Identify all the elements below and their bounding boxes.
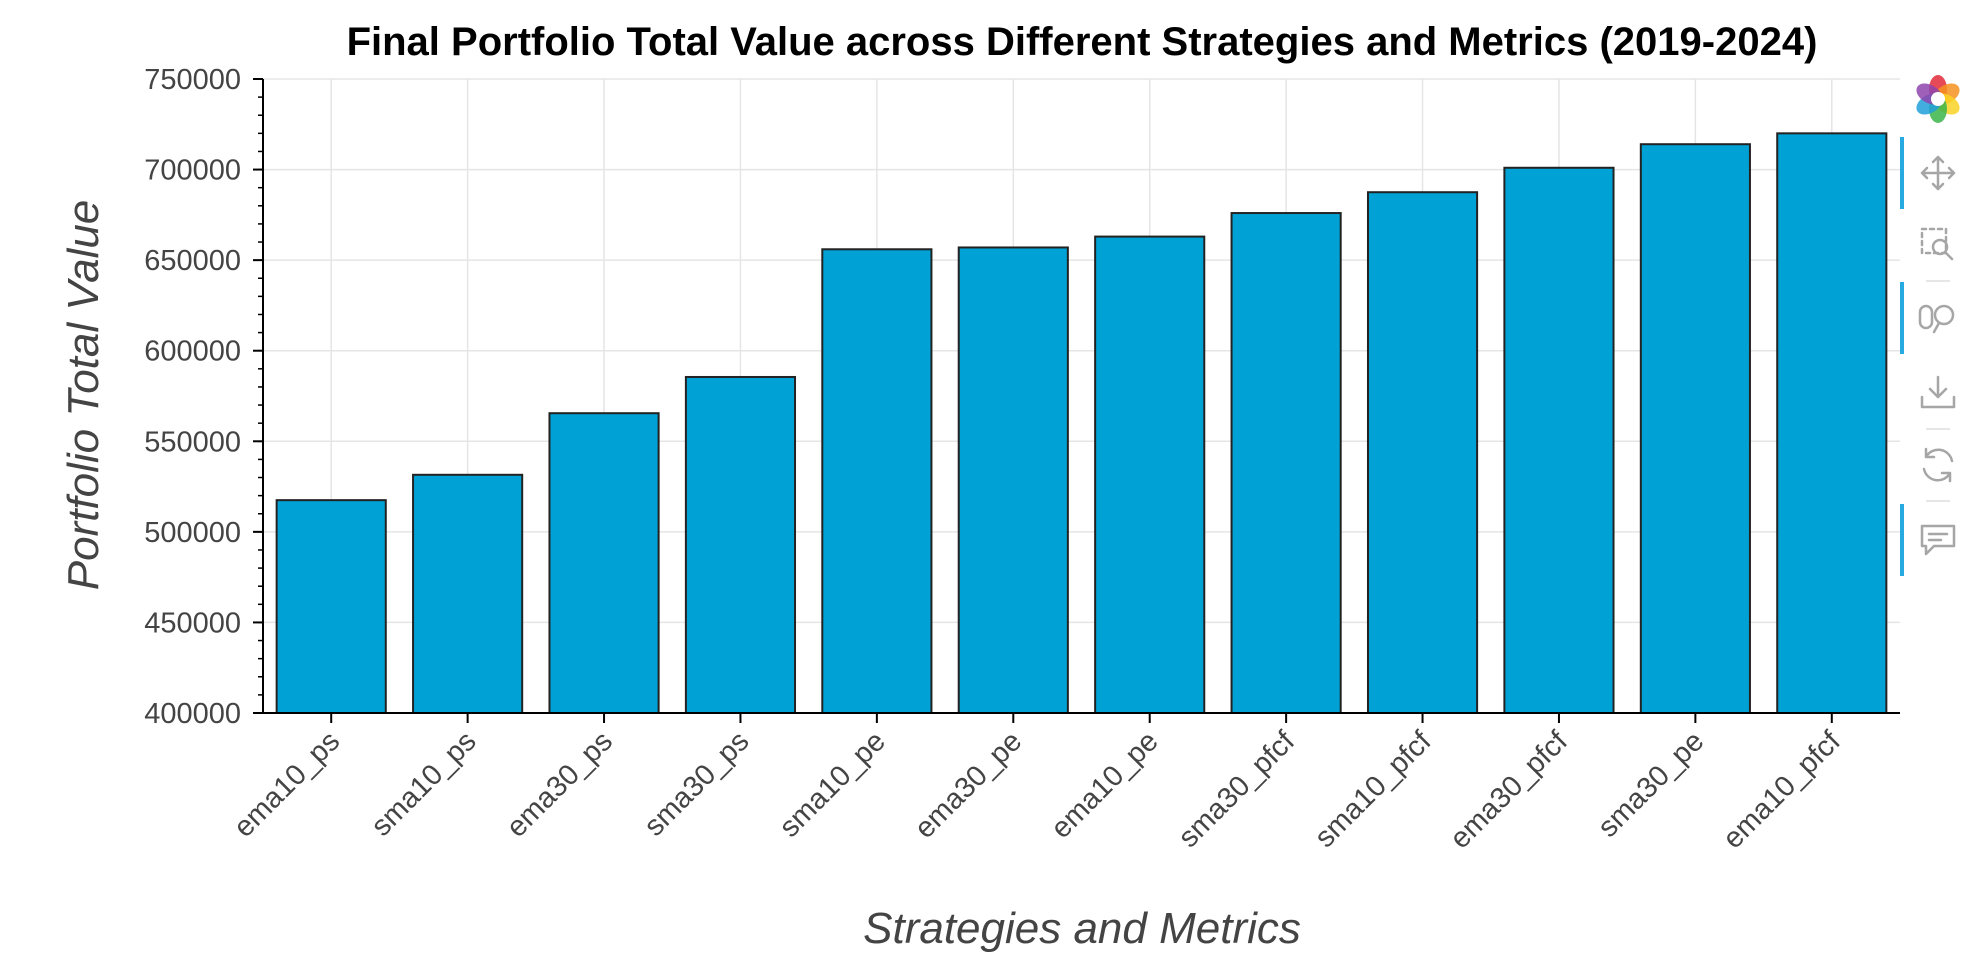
pan-icon <box>1920 155 1956 191</box>
pan-button[interactable] <box>1900 137 1956 209</box>
bar-sma30_pe <box>1639 143 1751 714</box>
lens-handle <box>1943 250 1954 261</box>
y-axis-label: Portfolio Total Value <box>59 200 108 591</box>
wheel-zoom-button[interactable] <box>1900 282 1955 354</box>
reset-arrows <box>1922 447 1954 483</box>
save-button[interactable] <box>1920 375 1956 409</box>
active-indicator <box>1900 137 1904 209</box>
bar-ema30_pe <box>957 246 1069 714</box>
bar-ema30_pfcf <box>1503 166 1615 714</box>
reset-button[interactable] <box>1922 447 1954 483</box>
y-axis-ticks: 400000 450000 500000 550000 600000 650000 7000… <box>144 64 263 730</box>
y-tick-label: 600000 <box>144 336 241 368</box>
x-tick-label: ema30_ps <box>501 725 619 843</box>
x-tick-label: ema10_ps <box>228 725 346 843</box>
active-indicator <box>1900 282 1904 354</box>
box-zoom-button[interactable] <box>1920 227 1954 261</box>
bar-ema30_ps <box>548 412 660 714</box>
x-tick-label: sma30_pe <box>1592 725 1710 843</box>
logo-center <box>1931 92 1945 106</box>
bars <box>275 132 1888 715</box>
x-axis-ticks: ema10_ps sma10_ps ema30_ps sma30_ps sma10_pe… <box>228 713 1847 855</box>
x-tick-label: sma10_pe <box>773 725 891 843</box>
bar-sma10_pfcf <box>1366 191 1479 714</box>
x-tick-label: sma10_pfcf <box>1309 725 1438 854</box>
speech-bubble <box>1920 524 1956 556</box>
x-tick-label: sma30_ps <box>638 725 755 842</box>
chart-title: Final Portfolio Total Value across Diffe… <box>347 20 1818 64</box>
bar-ema10_pe <box>1094 235 1206 714</box>
x-tick-label: ema30_pfcf <box>1444 725 1574 855</box>
lens-handle <box>1932 321 1941 334</box>
x-axis-label: Strategies and Metrics <box>863 904 1301 953</box>
download-arrow <box>1920 375 1956 409</box>
y-tick-label: 500000 <box>144 517 241 549</box>
lens <box>1933 304 1955 326</box>
bar-sma10_pe <box>821 248 933 714</box>
x-tick-label: ema30_pe <box>909 725 1029 845</box>
bokeh-logo-icon <box>1916 75 1960 123</box>
x-tick-label: ema10_pfcf <box>1717 725 1847 855</box>
hover-button[interactable] <box>1900 504 1956 576</box>
y-tick-label: 550000 <box>144 426 241 458</box>
y-tick-label: 650000 <box>144 245 241 277</box>
mouse-shape <box>1918 304 1934 330</box>
y-tick-label: 400000 <box>144 698 241 730</box>
active-indicator <box>1900 504 1904 576</box>
bar-sma10_ps <box>412 473 524 714</box>
x-tick-label: sma30_pfcf <box>1172 725 1301 854</box>
x-tick-label: sma10_ps <box>365 725 482 842</box>
wheel-zoom-icon <box>1918 304 1955 334</box>
toolbar <box>1900 75 1960 576</box>
hover-icon <box>1920 524 1956 556</box>
pan-arrows <box>1920 155 1956 191</box>
bar-sma30_pfcf <box>1230 212 1342 714</box>
axes <box>262 79 1900 714</box>
y-tick-label: 750000 <box>144 64 241 96</box>
y-tick-label: 450000 <box>144 607 241 639</box>
y-tick-label: 700000 <box>144 155 241 187</box>
bar-sma30_ps <box>684 375 797 714</box>
bar-ema10_pfcf <box>1776 132 1888 715</box>
bar-ema10_ps <box>275 499 387 714</box>
save-icon <box>1920 375 1956 409</box>
dashed-box <box>1920 227 1948 255</box>
x-tick-label: ema10_pe <box>1045 725 1165 845</box>
box-zoom-icon <box>1920 227 1954 261</box>
reset-icon <box>1922 447 1954 483</box>
lens <box>1931 238 1949 256</box>
